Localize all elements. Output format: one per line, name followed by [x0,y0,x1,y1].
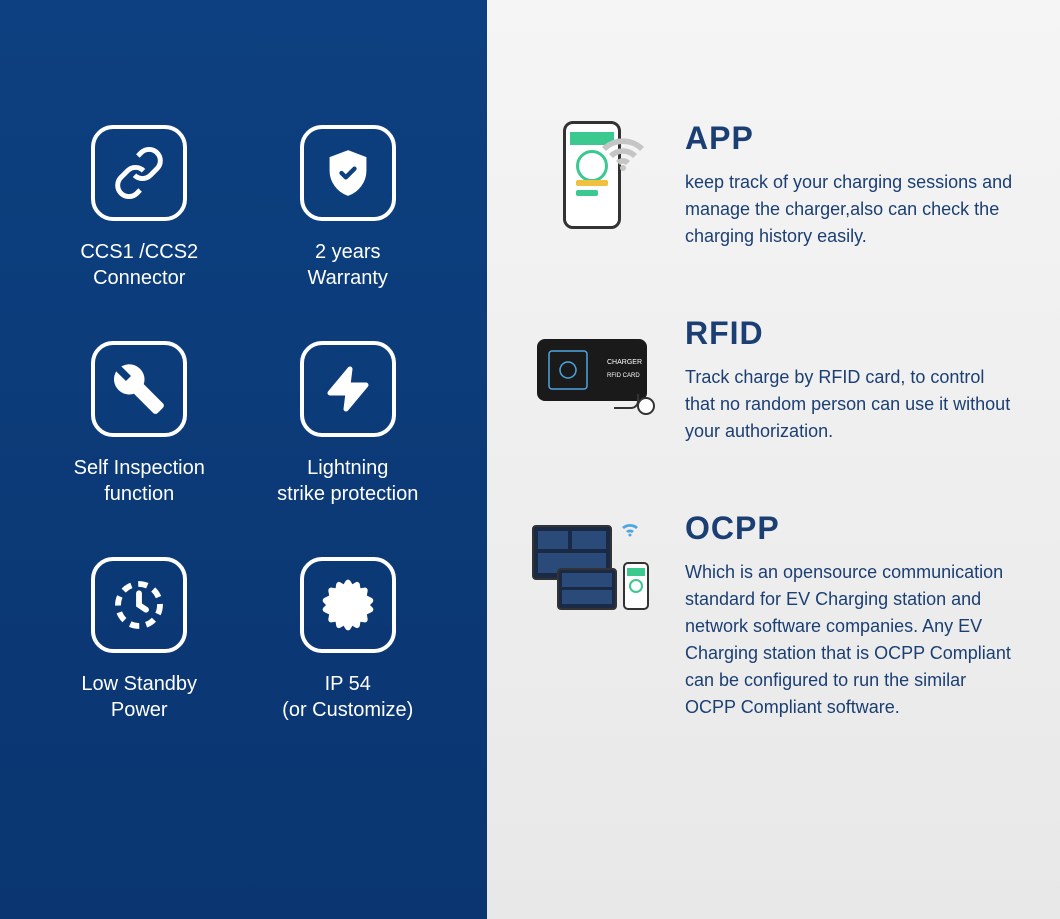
feature-rfid: CHARGER RFID CARD RFID Track charge by R… [527,315,1015,445]
feature-label: Self Inspection function [74,455,205,507]
svg-text:CHARGER: CHARGER [607,359,642,366]
left-panel: CCS1 /CCS2 Connector 2 years Warranty [0,0,487,919]
app-desc: keep track of your charging sessions and… [685,169,1015,250]
ocpp-desc: Which is an opensource communication sta… [685,559,1015,721]
wifi-icon [599,128,647,176]
burst-icon [300,557,396,653]
right-panel: APP keep track of your charging sessions… [487,0,1060,919]
ocpp-icon [527,510,657,620]
tools-icon [91,341,187,437]
app-icon [527,120,657,230]
svg-text:RFID CARD: RFID CARD [607,373,640,379]
rfid-icon: CHARGER RFID CARD [527,315,657,425]
feature-label: CCS1 /CCS2 Connector [80,239,198,291]
feature-connector: CCS1 /CCS2 Connector [50,125,229,291]
ocpp-title: OCPP [685,510,1015,547]
rfid-title: RFID [685,315,1015,352]
feature-lightning: Lightning strike protection [259,341,438,507]
app-title: APP [685,120,1015,157]
connector-icon [91,125,187,221]
feature-ocpp: OCPP Which is an opensource communicatio… [527,510,1015,721]
feature-label: 2 years Warranty [308,239,388,291]
feature-label: IP 54 (or Customize) [282,671,413,723]
feature-ip54: IP 54 (or Customize) [259,557,438,723]
feature-label: Low Standby Power [81,671,197,723]
clock-icon [91,557,187,653]
feature-standby: Low Standby Power [50,557,229,723]
feature-label: Lightning strike protection [277,455,418,507]
wifi-icon [618,515,642,539]
infographic-container: CCS1 /CCS2 Connector 2 years Warranty [0,0,1060,919]
feature-warranty: 2 years Warranty [259,125,438,291]
shield-icon [300,125,396,221]
rfid-desc: Track charge by RFID card, to control th… [685,364,1015,445]
feature-app: APP keep track of your charging sessions… [527,120,1015,250]
feature-inspection: Self Inspection function [50,341,229,507]
features-grid: CCS1 /CCS2 Connector 2 years Warranty [50,125,437,723]
lightning-icon [300,341,396,437]
